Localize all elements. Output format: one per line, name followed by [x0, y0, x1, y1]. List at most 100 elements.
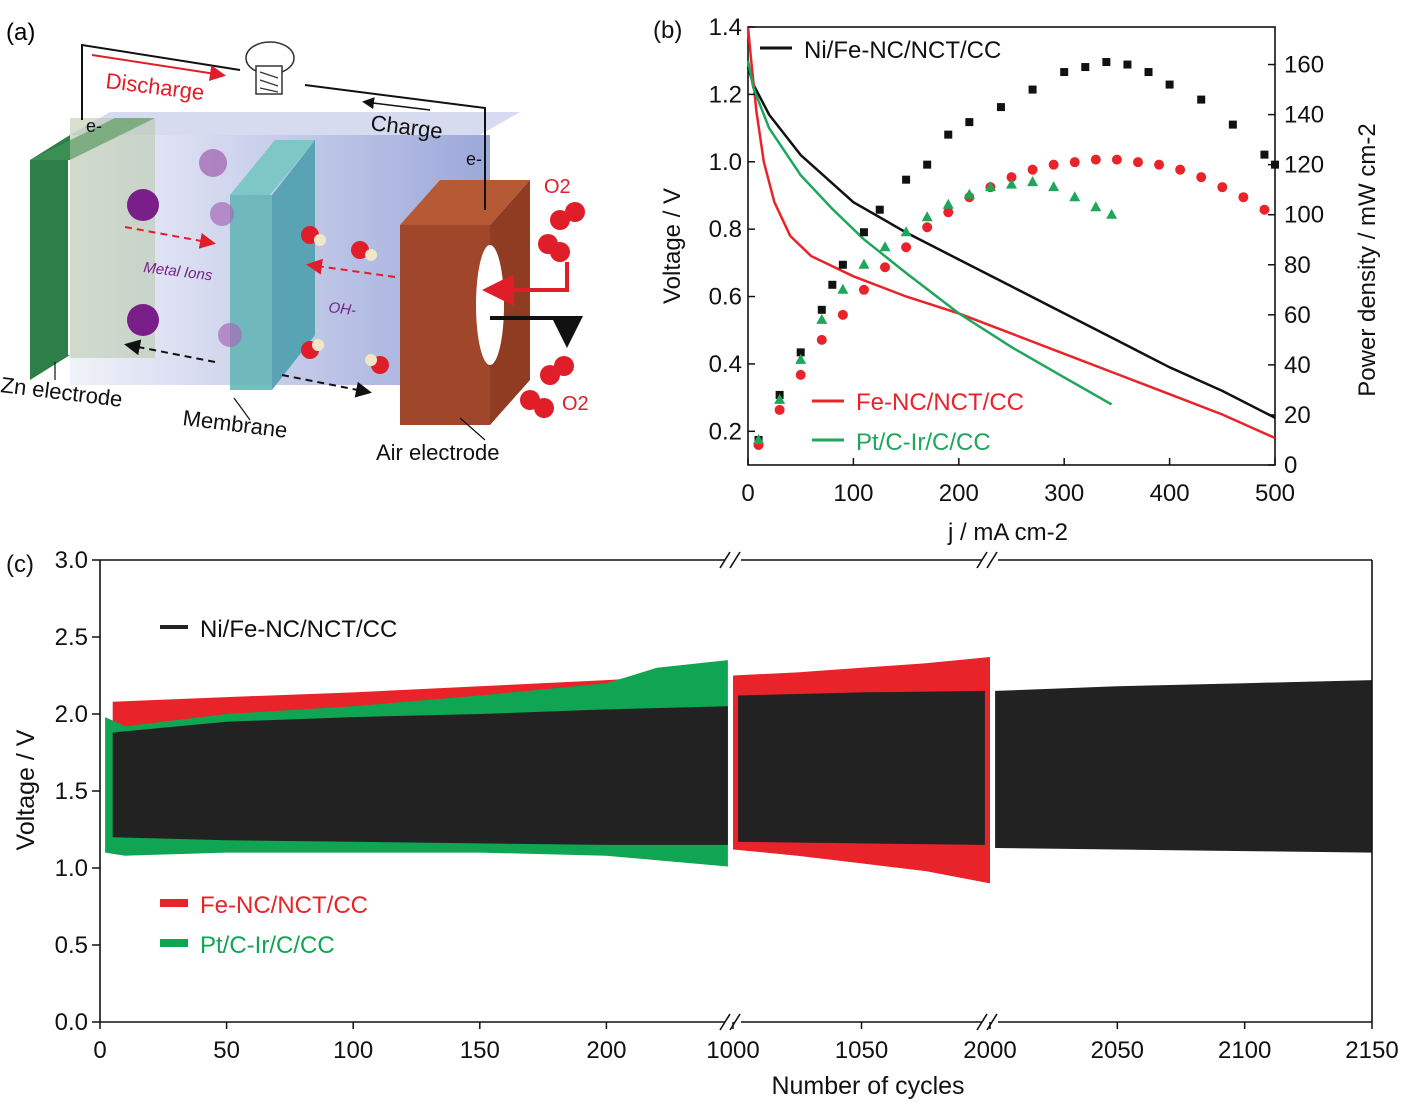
x-tick-label-c: 0	[93, 1037, 106, 1064]
air-hole	[476, 245, 504, 365]
hydroxide-label: OH-	[328, 299, 357, 319]
power-point-pt	[837, 283, 849, 294]
power-point-pt	[1069, 191, 1081, 202]
power-point-ni	[875, 205, 884, 214]
charge-arrow	[362, 97, 431, 111]
power-point-fe	[1154, 159, 1165, 170]
power-point-pt	[1027, 176, 1039, 187]
y-tick-label-c: 2.0	[55, 701, 88, 728]
x-tick-label-b: 500	[1255, 480, 1295, 507]
power-point-ni	[944, 130, 953, 139]
power-point-ni	[1102, 58, 1111, 67]
electron-label-left: e-	[86, 116, 102, 136]
cell-top-face	[70, 112, 520, 135]
air-electrode	[400, 225, 490, 425]
x-tick-label-c: 1050	[835, 1037, 888, 1064]
power-point-ni	[1060, 68, 1069, 77]
o2-label-top: O2	[544, 176, 571, 198]
polarization-chart: (b) 0 100 200 300 400 5000.20.40.60.81.01.21.…	[653, 14, 1381, 546]
axis-break-mark	[719, 551, 741, 569]
membrane-side	[272, 140, 315, 390]
x-tick-label-c: 100	[333, 1037, 373, 1064]
power-point-pt	[921, 211, 933, 222]
metal-ions	[127, 149, 242, 347]
x-tick-label-c: 1000	[706, 1037, 759, 1064]
membrane-top	[230, 140, 315, 195]
circuit-right	[304, 84, 486, 210]
x-tick-label-b: 100	[833, 480, 873, 507]
power-point-pt	[1006, 178, 1017, 189]
power-point-pt	[984, 181, 996, 192]
x-axis-title-b: j / mA cm-2	[947, 519, 1068, 546]
circuit-left	[81, 43, 241, 120]
power-point-ni	[817, 305, 826, 314]
y-tick-label-c: 1.0	[55, 855, 88, 882]
power-point-ni	[1228, 120, 1237, 129]
power-point-fe	[1006, 172, 1017, 183]
voltage-band-ni	[995, 680, 1372, 853]
power-point-pt	[774, 393, 786, 404]
voltage-line-fe	[746, 26, 1276, 440]
y-tick-label-b: 0.8	[709, 216, 742, 243]
discharge-label: Discharge	[104, 68, 205, 105]
power-point-fe	[943, 207, 954, 218]
power-point-fe	[880, 262, 891, 273]
y2-tick-label-b: 0	[1284, 452, 1297, 479]
voltage-band-ni	[112, 706, 728, 845]
power-point-fe	[1048, 159, 1059, 170]
power-point-fe	[858, 284, 869, 295]
y2-tick-label-b: 100	[1284, 202, 1324, 229]
power-point-pt	[795, 353, 807, 364]
y-tick-label-c: 3.0	[55, 547, 88, 574]
y-tick-label-b: 1.2	[709, 81, 742, 108]
power-point-pt	[858, 258, 870, 269]
voltage-line-ni	[746, 67, 1276, 419]
power-point-pt	[900, 226, 912, 237]
power-point-fe	[901, 242, 912, 253]
legend-label-c-ni: Ni/Fe-NC/NCT/CC	[200, 616, 397, 643]
power-point-fe	[1069, 157, 1080, 168]
x-tick-label-b: 0	[741, 480, 754, 507]
y-axis-title-c: Voltage / V	[12, 729, 40, 850]
power-point-fe	[1217, 182, 1228, 193]
y2-tick-label-b: 40	[1284, 352, 1311, 379]
power-point-fe	[1027, 164, 1038, 175]
y2-tick-label-b: 160	[1284, 52, 1324, 79]
hydroxide-ions	[301, 226, 389, 374]
zn-electrode-side	[30, 135, 70, 380]
membrane-label: Membrane	[181, 405, 288, 443]
o2-in-arrow	[482, 262, 569, 306]
power-point-fe	[1259, 204, 1270, 215]
x-tick-label-c: 200	[586, 1037, 626, 1064]
ion-arrow-left	[124, 339, 216, 363]
legend-label-ni: Ni/Fe-NC/NCT/CC	[804, 37, 1001, 64]
power-point-pt	[1048, 181, 1060, 192]
x-tick-label-c: 2150	[1345, 1037, 1398, 1064]
power-point-fe	[1175, 164, 1186, 175]
power-point-fe	[1132, 157, 1143, 168]
power-point-ni	[1165, 80, 1174, 89]
power-point-ni	[1081, 63, 1090, 72]
y-tick-label-b: 0.2	[709, 418, 742, 445]
o2-label-bottom: O2	[562, 393, 589, 415]
air-electrode-top	[400, 180, 530, 225]
power-point-ni	[796, 348, 805, 357]
power-point-ni	[965, 118, 974, 127]
power-point-ni	[902, 175, 911, 184]
battery-schematic: (a)	[0, 19, 589, 465]
y-tick-label-b: 0.4	[709, 351, 742, 378]
power-point-fe	[1090, 154, 1101, 165]
power-point-pt	[1090, 201, 1102, 212]
x-axis-title-c: Number of cycles	[771, 1072, 964, 1100]
power-point-pt	[879, 241, 891, 252]
y-tick-label-c: 0.0	[55, 1009, 88, 1036]
y-tick-label-b: 1.0	[709, 149, 742, 176]
power-point-ni	[1144, 68, 1153, 77]
power-point-ni	[1260, 150, 1269, 159]
membrane	[230, 195, 272, 390]
cycling-chart: (c) 0.0 0.5 1.0 1.5 2.0 2.5 3.0 0 50 100 150 200 100…	[6, 547, 1399, 1100]
legend-c: Ni/Fe-NC/NCT/CC Fe-NC/NCT/CC Pt/C-Ir/C/C…	[160, 616, 397, 959]
power-point-ni	[828, 280, 837, 289]
y-tick-label-c: 0.5	[55, 932, 88, 959]
